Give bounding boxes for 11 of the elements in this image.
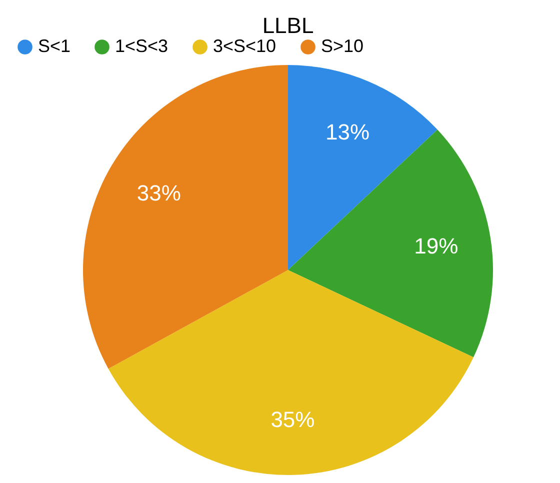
chart-title: LLBL	[262, 13, 314, 38]
data-label: 35%	[270, 406, 315, 432]
data-label: 19%	[414, 234, 458, 259]
legend-label: 1<S<3	[115, 36, 168, 56]
legend-label: S>10	[321, 36, 364, 56]
data-label: 13%	[326, 119, 370, 144]
pie-slice	[108, 270, 474, 475]
data-label: 33%	[136, 180, 181, 206]
pie-slice	[83, 65, 288, 369]
legend-label: S<1	[38, 36, 71, 56]
legend-label: 3<S<10	[213, 36, 276, 56]
